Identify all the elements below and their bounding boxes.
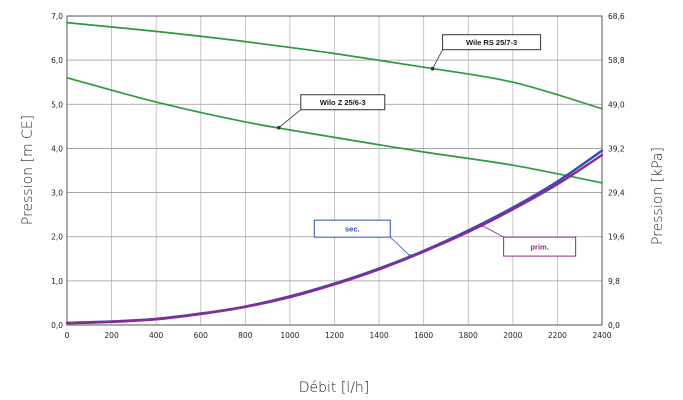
callout-leader <box>390 236 411 257</box>
callout-marker <box>276 125 281 130</box>
series-line <box>66 76 603 184</box>
x-tick-label: 600 <box>194 331 209 340</box>
series-line <box>65 153 604 325</box>
x-tick-label: 1600 <box>414 331 433 340</box>
y-tick-label: 4,0 <box>51 144 63 153</box>
callout-label: prim. <box>530 242 548 251</box>
y2-tick-label: 39,2 <box>608 144 625 153</box>
callout-label: Wilo Z 25/6-3 <box>320 98 366 107</box>
callout-leader <box>481 224 504 238</box>
callout-box <box>442 34 542 51</box>
y-tick-label: 2,0 <box>51 233 63 242</box>
x-tick-label: 1800 <box>459 331 478 340</box>
x-tick-label: 2400 <box>592 331 611 340</box>
y2-tick-label: 49,0 <box>608 100 625 109</box>
x-tick-label: 2000 <box>503 331 522 340</box>
callout-leader <box>278 109 302 129</box>
y-tick-label: 6,0 <box>51 56 63 65</box>
y-tick-label: 7,0 <box>51 12 63 21</box>
y-tick-label: 5,0 <box>51 100 63 109</box>
x-tick-label: 1000 <box>280 331 299 340</box>
callout-box <box>313 219 391 238</box>
series-lines <box>65 21 604 325</box>
x-tick-label: 2200 <box>548 331 567 340</box>
y2-axis-ticks: 0,0 9,8 19,6 29,4 39,2 49,0 58,8 68,6 <box>608 12 625 330</box>
y2-axis-title: Pression [kPa] <box>650 147 666 245</box>
x-tick-label: 400 <box>149 331 164 340</box>
x-tick-label: 1400 <box>370 331 389 340</box>
y2-tick-label: 9,8 <box>608 277 620 286</box>
plot-frame <box>66 15 603 326</box>
callout-box <box>300 94 386 111</box>
y-tick-label: 3,0 <box>51 189 63 198</box>
y2-tick-label: 68,6 <box>608 12 625 21</box>
callout-label: Wile RS 25/7-3 <box>466 38 517 47</box>
callout-box <box>503 236 577 257</box>
series-line <box>66 21 603 110</box>
y2-tick-label: 58,8 <box>608 56 625 65</box>
x-axis-title: Débit [l/h] <box>299 380 370 396</box>
y2-tick-label: 19,6 <box>608 233 625 242</box>
y-tick-label: 0,0 <box>51 321 63 330</box>
y-axis-title: Pression [m CE] <box>20 115 36 225</box>
callout-marker <box>479 223 484 227</box>
callout-label: sec. <box>345 224 360 233</box>
y-axis-ticks: 0,0 1,0 2,0 3,0 4,0 5,0 6,0 7,0 <box>51 12 63 330</box>
y2-tick-label: 0,0 <box>608 321 620 330</box>
x-tick-label: 800 <box>238 331 253 340</box>
y-tick-label: 1,0 <box>51 277 63 286</box>
x-tick-label: 1200 <box>325 331 344 340</box>
x-tick-label: 200 <box>104 331 119 340</box>
callout-marker <box>430 66 435 71</box>
x-tick-label: 0 <box>65 331 70 340</box>
callout-marker <box>408 254 413 258</box>
callouts: Wile RS 25/7-3 Wilo Z 25/6-3 sec. prim. <box>276 34 577 258</box>
callout-leader <box>432 49 443 69</box>
y2-tick-label: 29,4 <box>608 189 625 198</box>
x-axis-ticks: 0 200 400 600 800 1000 1200 1400 1600 1800 2000 220… <box>65 331 612 340</box>
